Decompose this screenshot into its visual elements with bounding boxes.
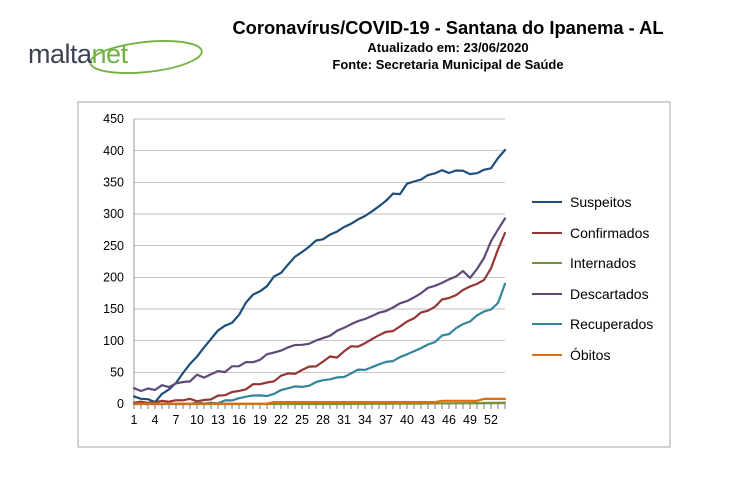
svg-text:46: 46 (442, 413, 456, 427)
svg-text:400: 400 (103, 144, 124, 158)
svg-text:43: 43 (421, 413, 435, 427)
svg-text:22: 22 (274, 413, 288, 427)
svg-text:50: 50 (110, 366, 124, 380)
svg-text:0: 0 (117, 397, 124, 411)
svg-text:100: 100 (103, 334, 124, 348)
svg-text:1: 1 (131, 413, 138, 427)
svg-text:7: 7 (173, 413, 180, 427)
svg-text:450: 450 (103, 112, 124, 126)
svg-text:31: 31 (337, 413, 351, 427)
svg-text:37: 37 (379, 413, 393, 427)
svg-text:350: 350 (103, 176, 124, 190)
svg-text:49: 49 (463, 413, 477, 427)
svg-text:13: 13 (211, 413, 225, 427)
svg-text:34: 34 (358, 413, 372, 427)
svg-text:10: 10 (190, 413, 204, 427)
svg-text:4: 4 (152, 413, 159, 427)
svg-text:25: 25 (295, 413, 309, 427)
svg-text:150: 150 (103, 302, 124, 316)
svg-text:16: 16 (232, 413, 246, 427)
svg-text:28: 28 (316, 413, 330, 427)
svg-text:200: 200 (103, 271, 124, 285)
svg-text:52: 52 (484, 413, 498, 427)
svg-text:250: 250 (103, 239, 124, 253)
svg-text:19: 19 (253, 413, 267, 427)
svg-text:300: 300 (103, 207, 124, 221)
svg-text:40: 40 (400, 413, 414, 427)
